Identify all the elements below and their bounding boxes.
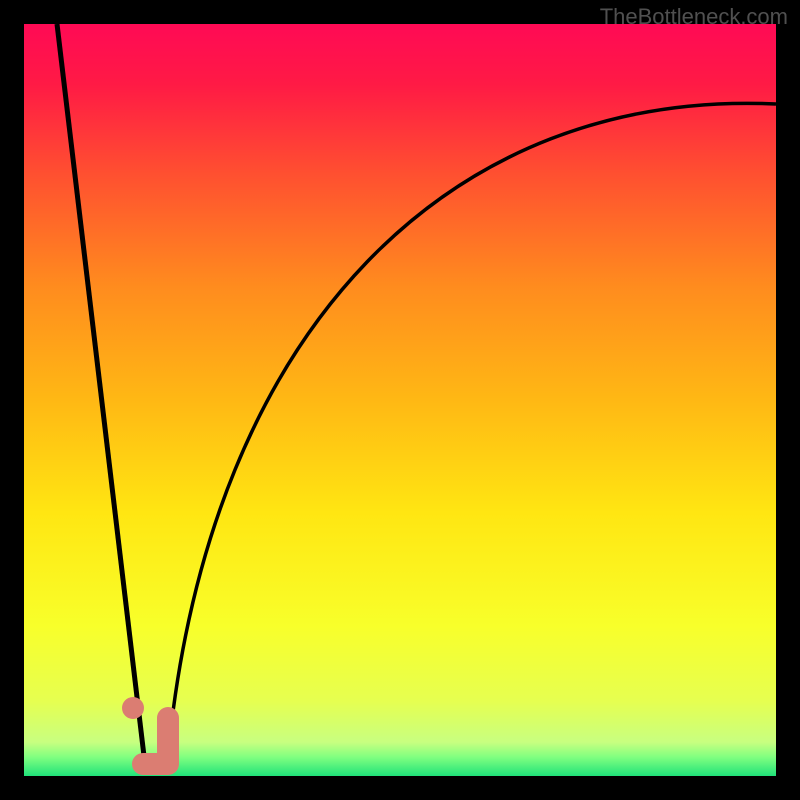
attribution-text: TheBottleneck.com [600,4,788,30]
bottleneck-curve-chart [24,24,776,776]
highlight-dot-marker [122,697,144,719]
chart-plot-area [24,24,776,776]
gradient-background [24,24,776,776]
